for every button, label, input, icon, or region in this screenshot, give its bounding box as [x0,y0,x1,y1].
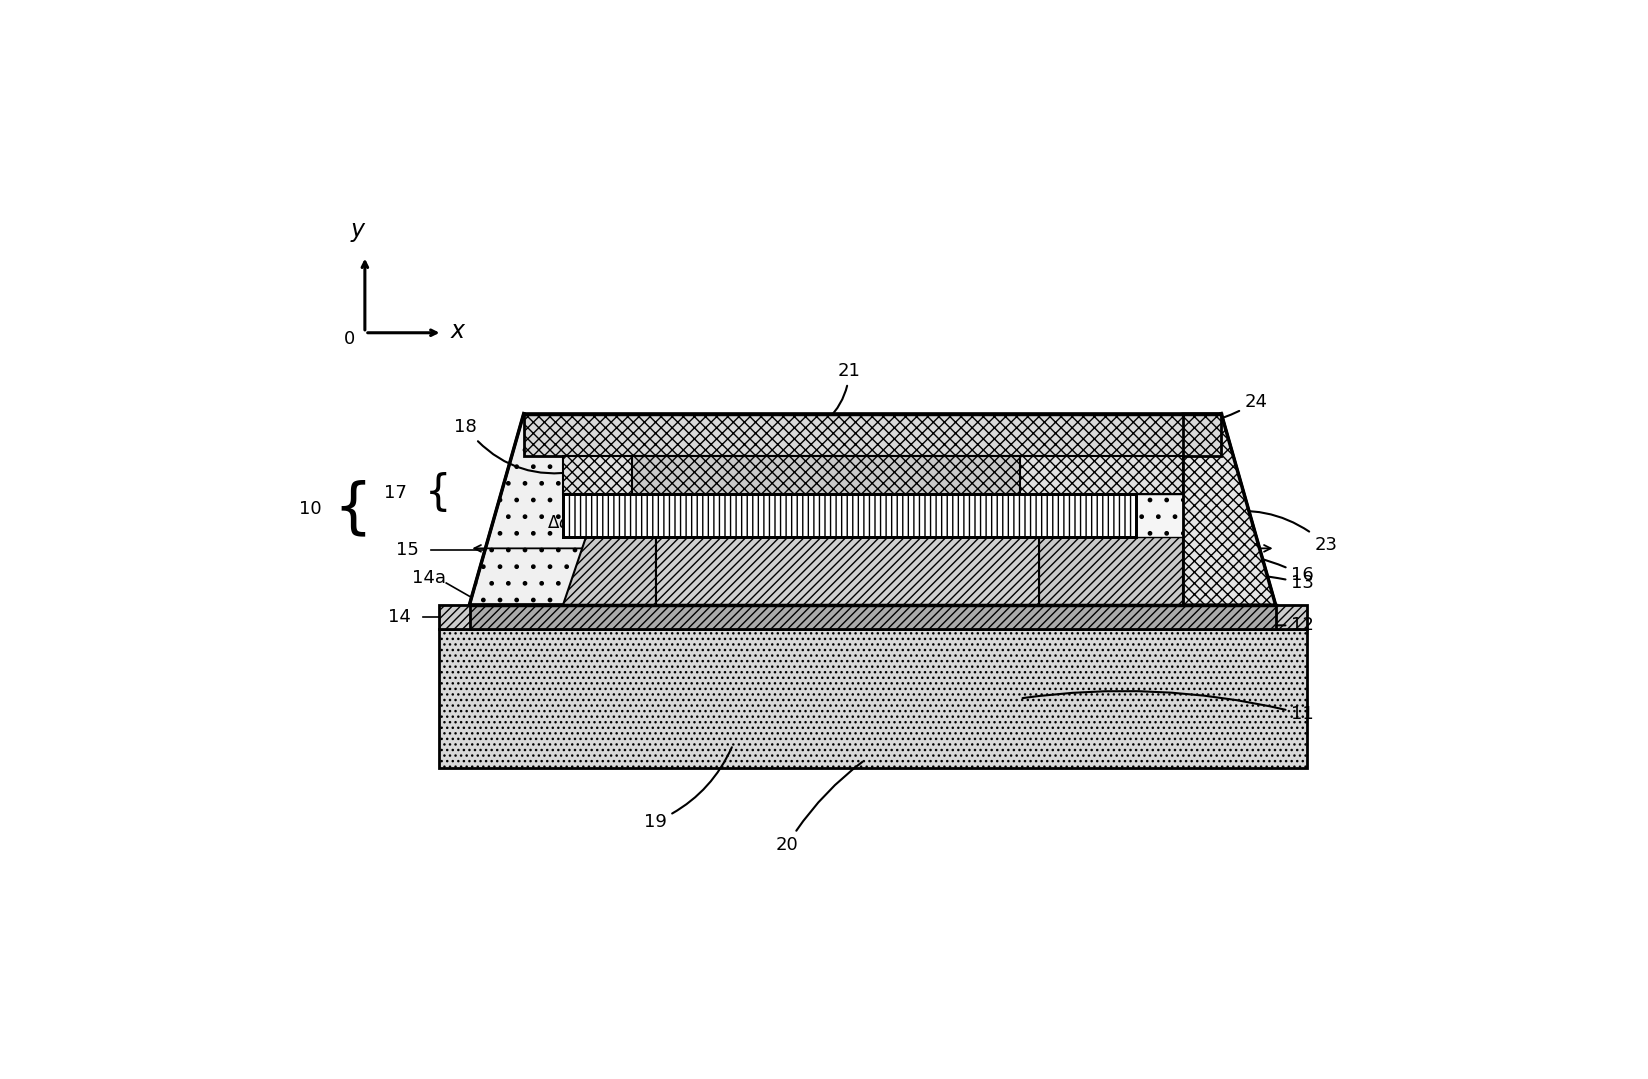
Text: 23: 23 [1216,510,1337,554]
Polygon shape [562,494,656,537]
Text: 18: 18 [455,419,575,474]
Text: 21: 21 [827,363,860,420]
Text: 17: 17 [384,483,407,502]
Polygon shape [438,604,1307,629]
Polygon shape [562,494,1135,537]
Text: 12: 12 [1099,616,1313,634]
Text: x: x [452,319,465,343]
Polygon shape [470,413,1276,604]
Text: $\Delta d_2$: $\Delta d_2$ [1142,511,1172,533]
Polygon shape [438,629,1307,768]
Text: 11: 11 [1022,691,1313,723]
Text: 19: 19 [644,748,732,831]
Polygon shape [1040,537,1183,604]
Text: 16: 16 [1162,552,1313,585]
Polygon shape [562,537,656,604]
Polygon shape [1183,413,1276,604]
Text: $\Delta d_1$: $\Delta d_1$ [547,511,578,533]
Text: {: { [335,479,372,538]
Text: 0: 0 [344,330,354,347]
Polygon shape [562,537,656,604]
Text: {: { [425,472,452,514]
Polygon shape [656,537,1040,604]
Polygon shape [470,604,1276,629]
Text: 14a: 14a [412,569,447,587]
Polygon shape [1040,537,1183,604]
Text: 13: 13 [1045,572,1313,600]
Text: 24: 24 [1099,393,1267,432]
Text: 15: 15 [396,541,419,559]
Polygon shape [1040,494,1183,537]
Text: 10: 10 [300,500,321,518]
Text: y: y [349,218,364,242]
Polygon shape [524,413,1221,456]
Text: 14: 14 [389,607,412,626]
Text: 20: 20 [776,762,862,853]
Polygon shape [633,456,1020,494]
Polygon shape [562,456,1183,494]
